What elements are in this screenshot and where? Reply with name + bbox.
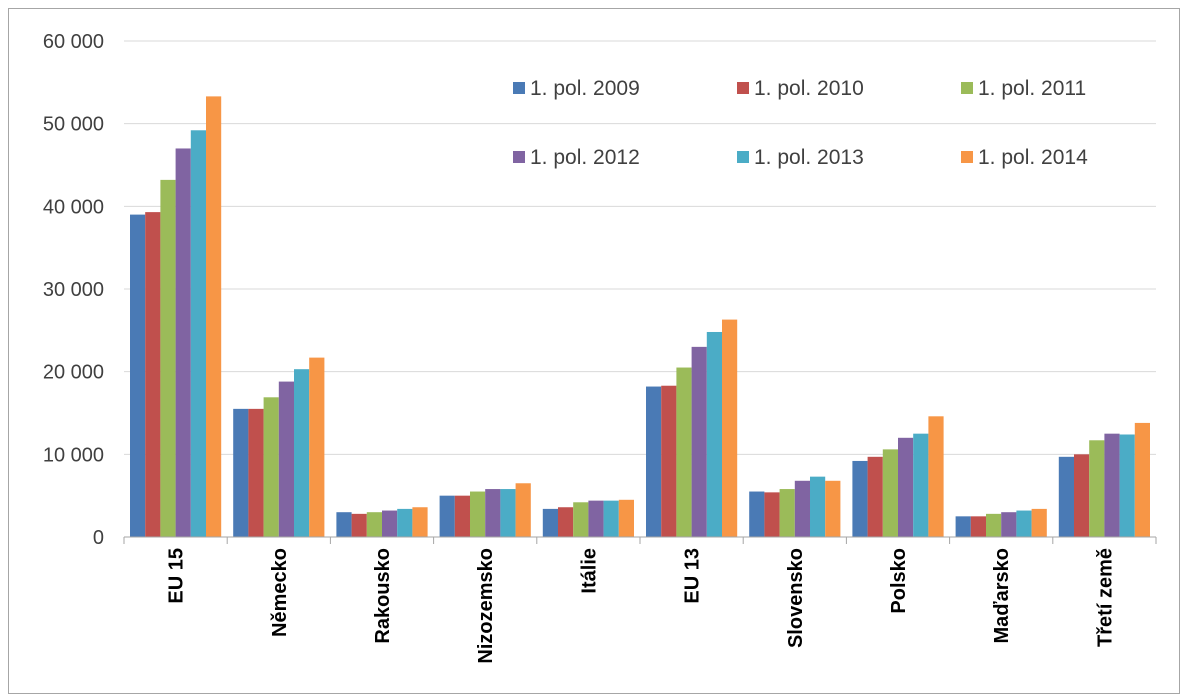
bar — [397, 508, 413, 537]
y-tick-label: 50 000 — [43, 114, 104, 136]
bar — [661, 385, 677, 537]
bar — [913, 433, 929, 537]
bar — [309, 357, 325, 537]
bar — [412, 507, 428, 537]
bar — [439, 495, 455, 537]
x-category-label: Rakousko — [372, 548, 394, 644]
y-axis-tick-labels: 0 10 000 20 000 30 000 40 000 50 000 60 000 — [43, 31, 104, 549]
bar — [1119, 434, 1135, 537]
bar — [145, 212, 161, 537]
legend-swatch — [961, 82, 973, 94]
x-category-label: Nizozemsko — [475, 548, 497, 664]
bar — [558, 507, 574, 537]
bar — [986, 513, 1002, 537]
bar — [382, 510, 398, 537]
bar — [794, 480, 810, 537]
bar — [898, 437, 914, 537]
x-axis: EU 15 Německo Rakousko Nizozemsko Itálie EU 1… — [123, 536, 1157, 664]
bar — [810, 476, 826, 537]
bar — [573, 502, 589, 537]
bar — [190, 130, 206, 537]
bar — [500, 489, 516, 537]
bar — [955, 516, 971, 537]
legend-label: 1. pol. 2013 — [754, 146, 864, 169]
legend-swatch — [961, 151, 973, 163]
y-tick-label: 10 000 — [43, 444, 104, 466]
bar — [485, 489, 501, 537]
legend-swatch — [513, 82, 525, 94]
y-tick-label: 20 000 — [43, 362, 104, 384]
bar — [1058, 456, 1074, 537]
bar — [248, 408, 264, 537]
bar — [1134, 422, 1150, 537]
bar — [588, 500, 604, 537]
bar — [1104, 433, 1120, 537]
x-category-label: EU 15 — [166, 548, 188, 604]
bar — [1074, 454, 1090, 537]
bar — [470, 491, 486, 537]
x-category-label: EU 13 — [682, 548, 704, 604]
bar — [160, 179, 176, 537]
bar — [233, 408, 249, 537]
bar — [749, 491, 765, 537]
bar — [294, 369, 310, 537]
bar — [336, 512, 352, 537]
x-category-label: Třetí země — [1094, 548, 1116, 647]
legend-swatch — [513, 151, 525, 163]
bar — [970, 516, 986, 537]
x-category-label: Německo — [269, 548, 291, 637]
bars — [130, 96, 1150, 538]
bar — [263, 397, 279, 537]
x-category-label: Maďarsko — [991, 548, 1013, 644]
bar — [722, 319, 738, 537]
legend-swatch — [737, 82, 749, 94]
bar — [882, 449, 898, 537]
bar — [454, 495, 470, 537]
bar — [676, 367, 692, 537]
legend-label: 1. pol. 2011 — [978, 77, 1086, 100]
bar — [852, 460, 868, 537]
bar — [278, 381, 294, 537]
x-category-label: Polsko — [888, 548, 910, 614]
bar — [928, 416, 944, 537]
bar — [515, 483, 531, 537]
bar — [825, 480, 841, 537]
bar — [351, 513, 367, 537]
legend-label: 1. pol. 2009 — [530, 77, 640, 100]
legend-swatch — [737, 151, 749, 163]
legend-label: 1. pol. 2010 — [754, 77, 864, 100]
bar — [691, 346, 707, 537]
bar — [646, 386, 662, 537]
bar — [542, 508, 558, 537]
bar — [603, 500, 619, 537]
y-tick-label: 40 000 — [43, 196, 104, 218]
legend: 1. pol. 2009 1. pol. 2010 1. pol. 2011 1. p… — [513, 77, 1088, 169]
y-tick-label: 0 — [93, 527, 104, 549]
legend-label: 1. pol. 2012 — [530, 146, 640, 169]
bar — [1016, 510, 1032, 537]
bar — [206, 96, 222, 538]
bar — [618, 499, 634, 537]
y-tick-label: 30 000 — [43, 279, 104, 301]
bar — [1001, 512, 1017, 537]
bar — [779, 489, 795, 537]
bar — [366, 512, 382, 537]
bar — [764, 492, 780, 537]
bar — [130, 214, 146, 537]
x-category-label: Slovensko — [785, 548, 807, 648]
bar — [1089, 440, 1105, 537]
bar — [867, 456, 883, 537]
bar — [175, 148, 191, 537]
bar — [706, 331, 722, 537]
x-category-label: Itálie — [578, 548, 600, 594]
bar — [1031, 508, 1047, 537]
legend-label: 1. pol. 2014 — [978, 146, 1088, 169]
y-tick-label: 60 000 — [43, 31, 104, 53]
